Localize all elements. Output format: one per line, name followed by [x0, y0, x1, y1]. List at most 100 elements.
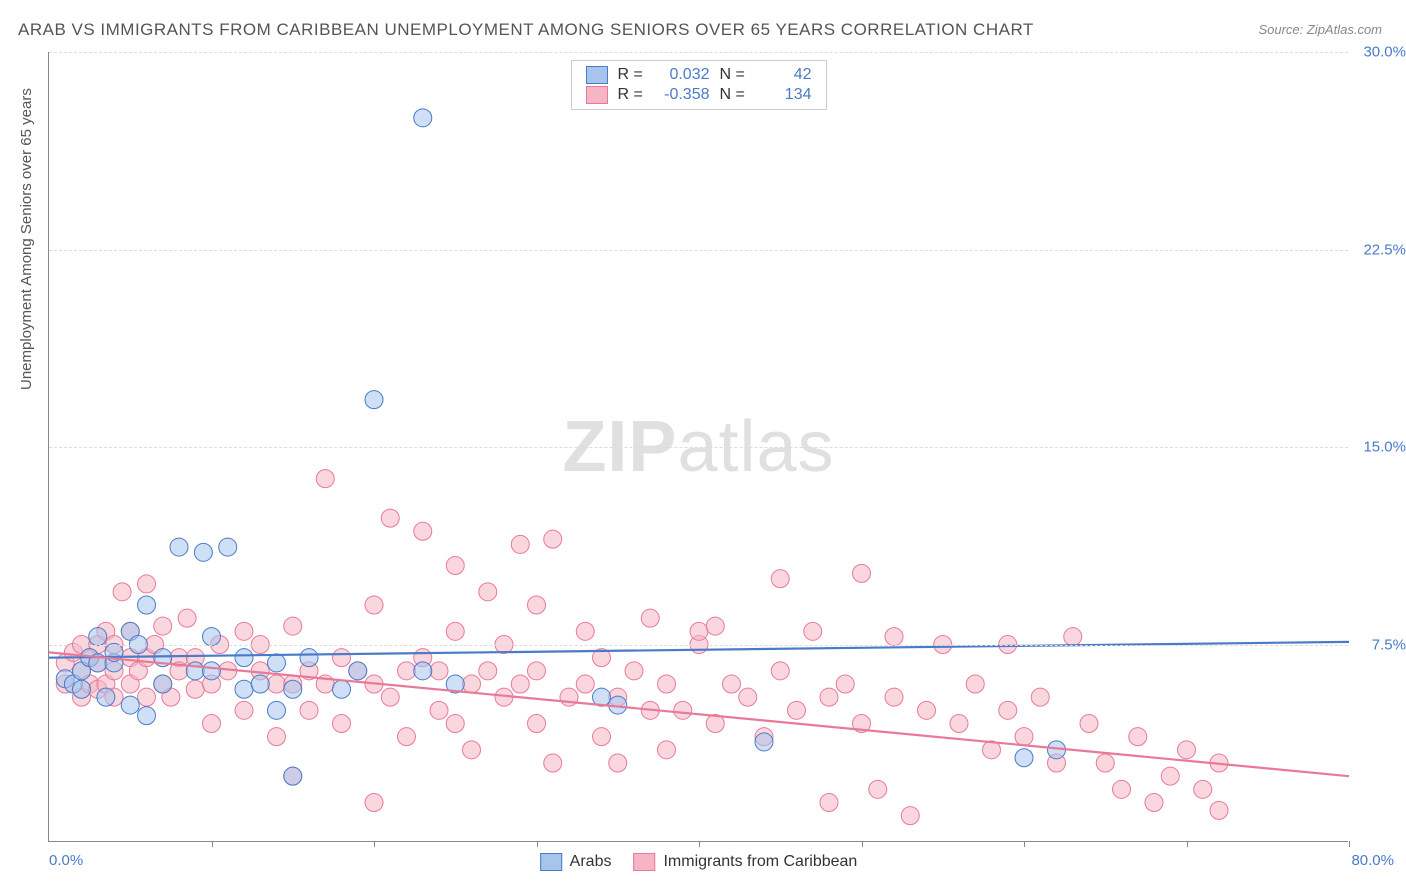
data-point [674, 701, 692, 719]
x-tick [212, 841, 213, 847]
data-point [1194, 780, 1212, 798]
data-point [593, 728, 611, 746]
data-point [138, 688, 156, 706]
data-point [966, 675, 984, 693]
data-point [950, 715, 968, 733]
gridline [49, 250, 1348, 251]
data-point [284, 767, 302, 785]
legend-item-arabs: Arabs [540, 853, 612, 871]
swatch-arabs-icon [540, 853, 562, 871]
data-point [739, 688, 757, 706]
data-point [820, 688, 838, 706]
data-point [284, 680, 302, 698]
data-point [446, 715, 464, 733]
data-point [918, 701, 936, 719]
data-point [544, 530, 562, 548]
data-point [398, 728, 416, 746]
data-point [430, 701, 448, 719]
data-point [219, 538, 237, 556]
y-tick-label: 15.0% [1363, 439, 1406, 456]
x-tick [374, 841, 375, 847]
data-point [1015, 728, 1033, 746]
legend-label-arabs: Arabs [570, 853, 612, 871]
data-point [820, 794, 838, 812]
y-tick-label: 22.5% [1363, 241, 1406, 258]
data-point [885, 628, 903, 646]
data-point [658, 675, 676, 693]
data-point [138, 596, 156, 614]
legend-label-caribbean: Immigrants from Caribbean [663, 853, 857, 871]
data-point [1096, 754, 1114, 772]
data-point [414, 662, 432, 680]
data-point [349, 662, 367, 680]
x-tick [1024, 841, 1025, 847]
data-point [203, 662, 221, 680]
y-axis-title: Unemployment Among Seniors over 65 years [18, 88, 35, 390]
data-point [788, 701, 806, 719]
data-point [194, 543, 212, 561]
data-point [706, 617, 724, 635]
data-point [121, 696, 139, 714]
data-point [463, 675, 481, 693]
data-point [235, 622, 253, 640]
data-point [853, 564, 871, 582]
data-point [463, 741, 481, 759]
data-point [901, 807, 919, 825]
data-point [333, 680, 351, 698]
data-point [1113, 780, 1131, 798]
legend-series: Arabs Immigrants from Caribbean [540, 853, 858, 871]
data-point [658, 741, 676, 759]
data-point [186, 680, 204, 698]
data-point [528, 715, 546, 733]
y-tick-label: 30.0% [1363, 44, 1406, 61]
data-point [235, 701, 253, 719]
data-point [284, 617, 302, 635]
data-point [268, 675, 286, 693]
data-point [365, 596, 383, 614]
data-point [885, 688, 903, 706]
gridline [49, 447, 1348, 448]
data-point [251, 675, 269, 693]
data-point [1129, 728, 1147, 746]
data-point [89, 628, 107, 646]
y-tick-label: 7.5% [1372, 636, 1406, 653]
data-point [1015, 749, 1033, 767]
data-point [414, 109, 432, 127]
data-point [1145, 794, 1163, 812]
data-point [479, 662, 497, 680]
data-point [138, 575, 156, 593]
gridline [49, 645, 1348, 646]
x-tick [1349, 841, 1350, 847]
data-point [316, 470, 334, 488]
data-point [446, 622, 464, 640]
data-point [1161, 767, 1179, 785]
data-point [755, 733, 773, 751]
data-point [203, 715, 221, 733]
x-axis-min-label: 0.0% [49, 852, 83, 869]
data-point [398, 662, 416, 680]
legend-item-caribbean: Immigrants from Caribbean [633, 853, 857, 871]
data-point [235, 680, 253, 698]
data-point [479, 583, 497, 601]
data-point [771, 662, 789, 680]
data-point [154, 617, 172, 635]
data-point [186, 662, 204, 680]
data-point [836, 675, 854, 693]
data-point [268, 654, 286, 672]
data-point [97, 688, 115, 706]
data-point [268, 728, 286, 746]
data-point [625, 662, 643, 680]
data-point [1178, 741, 1196, 759]
data-point [690, 622, 708, 640]
swatch-caribbean-icon [633, 853, 655, 871]
data-point [300, 649, 318, 667]
data-point [365, 794, 383, 812]
data-point [113, 583, 131, 601]
data-point [381, 509, 399, 527]
data-point [511, 535, 529, 553]
x-tick [862, 841, 863, 847]
data-point [723, 675, 741, 693]
data-point [576, 622, 594, 640]
data-point [446, 557, 464, 575]
gridline [49, 52, 1348, 53]
